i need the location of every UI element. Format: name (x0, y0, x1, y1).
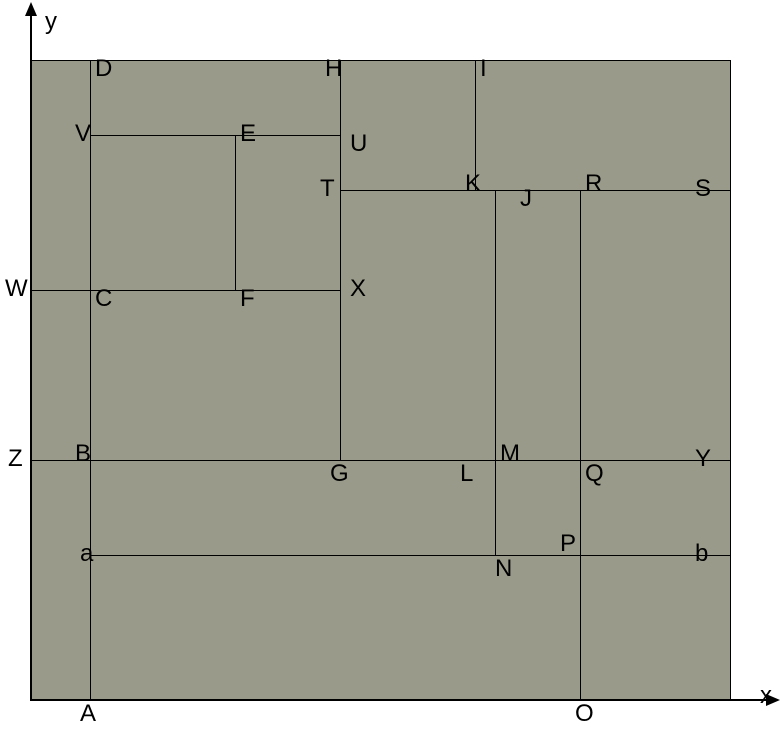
label-C: C (95, 285, 112, 313)
label-O: O (575, 700, 594, 728)
label-y-axis: y (45, 8, 57, 36)
x-axis (30, 699, 770, 701)
label-K: K (465, 170, 481, 198)
line-a-b (90, 555, 730, 556)
label-P: P (560, 530, 576, 558)
label-B: B (75, 440, 91, 468)
label-N: N (495, 555, 512, 583)
line-VE-U (90, 135, 340, 136)
label-Y: Y (695, 445, 711, 473)
y-axis (30, 10, 32, 700)
label-G: G (330, 460, 349, 488)
label-D: D (95, 55, 112, 83)
label-a: a (80, 540, 93, 568)
label-E: E (240, 120, 256, 148)
label-I: I (480, 55, 487, 83)
label-L: L (460, 460, 473, 488)
line-W-X (30, 290, 340, 291)
line-Z-Y (30, 460, 730, 461)
square-top (30, 60, 730, 61)
line-T-S (340, 190, 730, 191)
label-V: V (75, 120, 91, 148)
line-A-D (90, 60, 91, 700)
line-H-G (340, 60, 341, 460)
label-X: X (350, 275, 366, 303)
diagram-background (30, 60, 730, 700)
label-R: R (585, 170, 602, 198)
label-Q: Q (585, 460, 604, 488)
label-F: F (240, 285, 255, 313)
label-S: S (695, 175, 711, 203)
line-R-O (580, 190, 581, 700)
label-Z: Z (8, 445, 23, 473)
label-U: U (350, 130, 367, 158)
label-M: M (500, 440, 520, 468)
geometric-diagram: y x D H I V E U T K J R S W C F X Z B G … (0, 0, 780, 733)
label-A: A (80, 700, 96, 728)
label-T: T (320, 175, 335, 203)
line-K-L-N (495, 190, 496, 555)
y-axis-arrow (25, 2, 37, 16)
label-H: H (325, 55, 342, 83)
label-b: b (695, 540, 708, 568)
line-E-F (235, 135, 236, 290)
square-right (730, 60, 731, 700)
label-J: J (520, 185, 532, 213)
label-x-axis: x (760, 682, 772, 710)
label-W: W (5, 275, 28, 303)
